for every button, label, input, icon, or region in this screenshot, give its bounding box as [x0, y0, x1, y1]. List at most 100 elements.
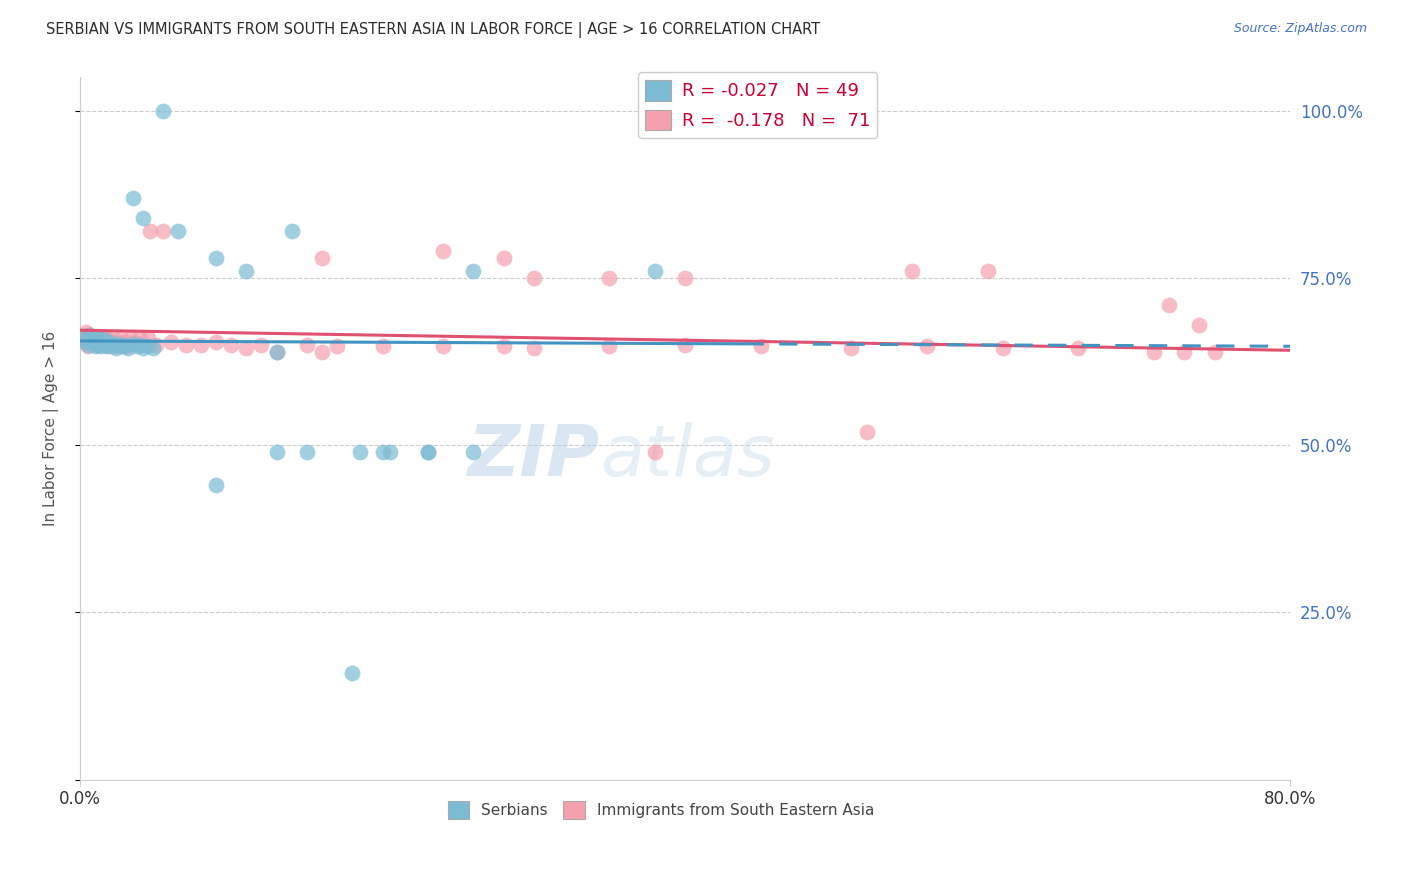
Point	[124, 334, 146, 349]
Point	[371, 339, 394, 353]
Point	[83, 330, 105, 344]
Point	[98, 339, 121, 353]
Point	[89, 334, 111, 349]
Point	[432, 244, 454, 259]
Point	[117, 341, 139, 355]
Point	[523, 341, 546, 355]
Point	[107, 334, 129, 349]
Point	[122, 191, 145, 205]
Point	[295, 338, 318, 352]
Point	[86, 338, 108, 352]
Point	[73, 331, 96, 345]
Point	[100, 334, 122, 349]
Point	[901, 264, 924, 278]
Point	[129, 338, 152, 352]
Point	[86, 330, 108, 344]
Point	[492, 251, 515, 265]
Point	[266, 445, 288, 459]
Point	[416, 445, 439, 459]
Point	[105, 339, 128, 353]
Point	[1143, 344, 1166, 359]
Point	[114, 334, 136, 349]
Legend: Serbians, Immigrants from South Eastern Asia: Serbians, Immigrants from South Eastern …	[441, 795, 880, 824]
Point	[96, 339, 118, 353]
Point	[280, 224, 302, 238]
Point	[72, 331, 94, 345]
Point	[1188, 318, 1211, 332]
Point	[432, 339, 454, 353]
Point	[117, 339, 139, 353]
Point	[749, 339, 772, 353]
Point	[349, 445, 371, 459]
Point	[492, 339, 515, 353]
Point	[120, 331, 142, 345]
Point	[105, 341, 128, 355]
Point	[598, 271, 620, 285]
Point	[111, 338, 134, 352]
Point	[326, 339, 349, 353]
Point	[84, 339, 107, 353]
Point	[76, 338, 98, 352]
Point	[644, 264, 666, 278]
Point	[342, 665, 364, 680]
Point	[142, 341, 165, 355]
Text: atlas: atlas	[600, 422, 775, 491]
Point	[97, 334, 120, 349]
Point	[94, 338, 117, 352]
Point	[127, 339, 149, 353]
Point	[103, 338, 125, 352]
Point	[311, 251, 333, 265]
Point	[841, 341, 863, 355]
Point	[89, 333, 111, 347]
Point	[378, 445, 401, 459]
Point	[463, 264, 485, 278]
Point	[111, 339, 134, 353]
Point	[90, 339, 112, 353]
Point	[75, 334, 97, 349]
Point	[219, 338, 242, 352]
Point	[80, 331, 103, 345]
Point	[167, 224, 190, 238]
Point	[1159, 298, 1181, 312]
Point	[73, 334, 96, 349]
Point	[205, 478, 228, 492]
Point	[266, 344, 288, 359]
Point	[84, 334, 107, 349]
Point	[673, 338, 696, 352]
Point	[205, 251, 228, 265]
Point	[90, 335, 112, 350]
Point	[598, 339, 620, 353]
Point	[103, 331, 125, 345]
Point	[205, 334, 228, 349]
Point	[93, 334, 115, 349]
Point	[915, 339, 938, 353]
Point	[87, 338, 110, 352]
Point	[80, 331, 103, 345]
Point	[855, 425, 877, 439]
Point	[416, 445, 439, 459]
Point	[235, 264, 257, 278]
Point	[463, 445, 485, 459]
Point	[132, 211, 155, 225]
Point	[96, 331, 118, 345]
Point	[673, 271, 696, 285]
Point	[104, 336, 127, 351]
Point	[136, 339, 159, 353]
Point	[1173, 344, 1195, 359]
Point	[371, 445, 394, 459]
Point	[991, 341, 1014, 355]
Point	[94, 338, 117, 352]
Point	[132, 341, 155, 355]
Point	[1067, 341, 1090, 355]
Point	[98, 334, 121, 349]
Point	[75, 325, 97, 339]
Point	[266, 344, 288, 359]
Point	[174, 338, 197, 352]
Point	[83, 334, 105, 349]
Point	[159, 334, 181, 349]
Point	[76, 339, 98, 353]
Point	[93, 334, 115, 349]
Point	[1204, 344, 1226, 359]
Point	[152, 224, 174, 238]
Text: Source: ZipAtlas.com: Source: ZipAtlas.com	[1233, 22, 1367, 36]
